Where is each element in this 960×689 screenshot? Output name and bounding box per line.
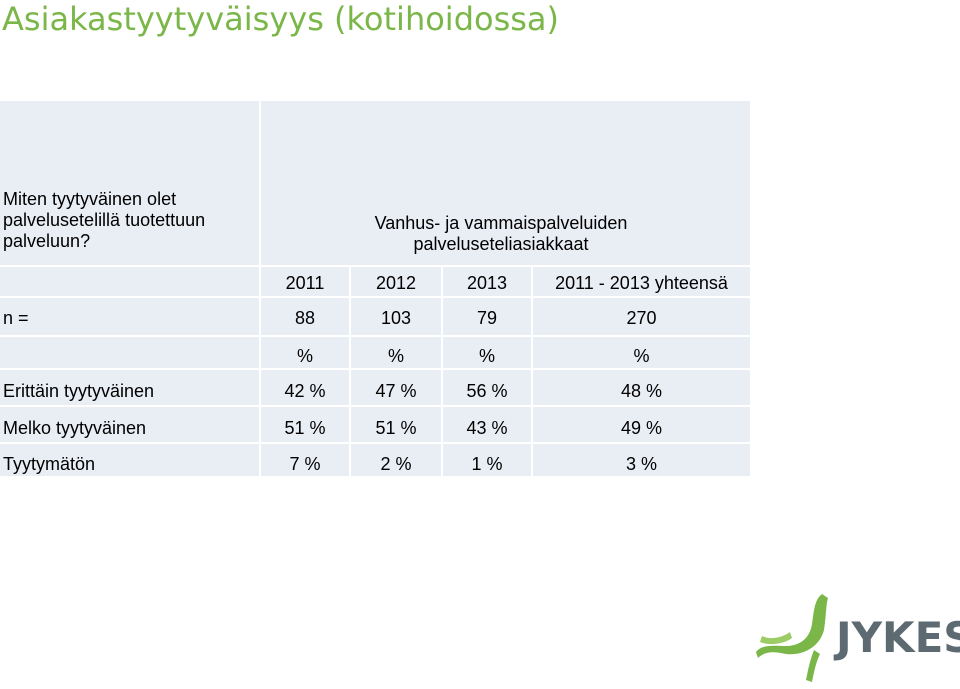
jykes-logo-mark: JYKES bbox=[756, 594, 960, 682]
group-header-text: Vanhus- ja vammaispalveluiden palveluset… bbox=[374, 213, 628, 254]
table-cell: 49 % bbox=[533, 407, 750, 442]
jykes-logo: JYKES bbox=[756, 590, 960, 684]
table-cell: 2 % bbox=[351, 444, 441, 476]
column-header-total: 2011 - 2013 yhteensä bbox=[533, 267, 750, 296]
column-header-2012: 2012 bbox=[351, 267, 441, 296]
table-cell: 43 % bbox=[443, 407, 531, 442]
row-label-fairly-satisfied: Melko tyytyväinen bbox=[0, 407, 259, 442]
table-cell: 48 % bbox=[533, 370, 750, 405]
table-cell: 1 % bbox=[443, 444, 531, 476]
table-cell: % bbox=[261, 337, 349, 368]
table-cell: 103 bbox=[351, 298, 441, 335]
logo-text: JYKES bbox=[833, 613, 960, 662]
row-label-unit bbox=[0, 337, 259, 368]
table-cell: 47 % bbox=[351, 370, 441, 405]
satisfaction-table: Miten tyytyväinen olet palvelusetelillä … bbox=[0, 101, 750, 476]
row-label-n: n = bbox=[0, 298, 259, 335]
column-header-2013: 2013 bbox=[443, 267, 531, 296]
table-cell: 56 % bbox=[443, 370, 531, 405]
question-text: Miten tyytyväinen olet palvelusetelillä … bbox=[3, 189, 206, 251]
column-header-empty bbox=[0, 267, 259, 296]
row-label-dissatisfied: Tyytymätön bbox=[0, 444, 259, 476]
table-cell: 3 % bbox=[533, 444, 750, 476]
page-title: Asiakastyytyväisyys (kotihoidossa) bbox=[2, 0, 560, 38]
table-cell: 42 % bbox=[261, 370, 349, 405]
row-label-very-satisfied: Erittäin tyytyväinen bbox=[0, 370, 259, 405]
table-cell: 88 bbox=[261, 298, 349, 335]
table-cell: 79 bbox=[443, 298, 531, 335]
column-header-2011: 2011 bbox=[261, 267, 349, 296]
table-cell: 51 % bbox=[351, 407, 441, 442]
table-cell: 7 % bbox=[261, 444, 349, 476]
table-cell: % bbox=[443, 337, 531, 368]
group-header-cell: Vanhus- ja vammaispalveluiden palveluset… bbox=[261, 101, 750, 265]
question-cell: Miten tyytyväinen olet palvelusetelillä … bbox=[0, 101, 259, 265]
table-cell: 270 bbox=[533, 298, 750, 335]
table-cell: % bbox=[533, 337, 750, 368]
table-cell: 51 % bbox=[261, 407, 349, 442]
table-cell: % bbox=[351, 337, 441, 368]
